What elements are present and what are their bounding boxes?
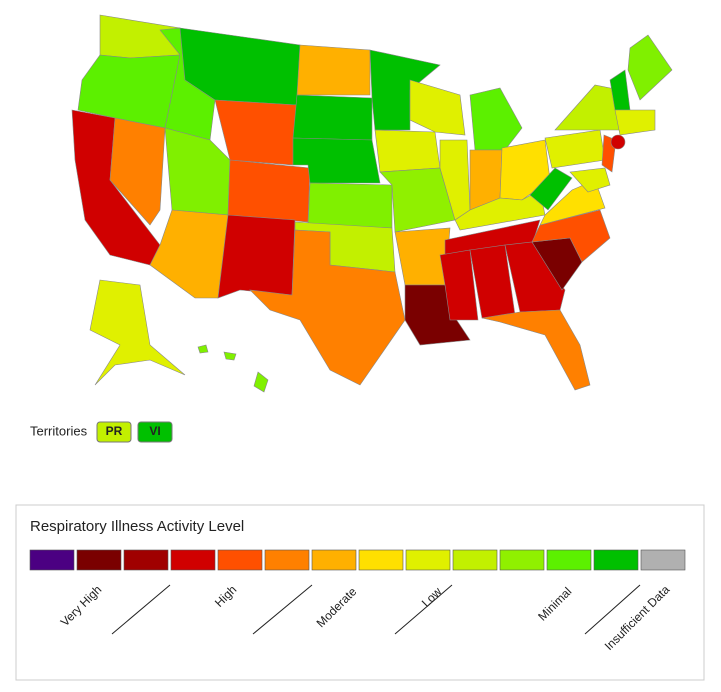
- legend-swatch: [452, 549, 498, 571]
- legend-swatch: [217, 549, 263, 571]
- state: [374, 129, 441, 173]
- territory-label: PR: [106, 424, 123, 438]
- legend-divider: [111, 584, 171, 635]
- territories-label: Territories: [30, 423, 88, 438]
- state: [109, 117, 166, 226]
- state: [249, 229, 406, 386]
- state: [569, 167, 611, 193]
- state: [531, 209, 611, 263]
- state: [469, 87, 523, 151]
- legend-divider: [584, 584, 641, 635]
- state: [439, 249, 479, 321]
- legend-swatch: [358, 549, 404, 571]
- legend-divider: [252, 584, 313, 635]
- state: [481, 309, 591, 391]
- state: [544, 129, 606, 169]
- state: [89, 279, 186, 386]
- legend-swatch: [593, 549, 639, 571]
- legend-divider: [394, 584, 453, 635]
- territory-label: VI: [149, 424, 160, 438]
- state: [379, 167, 456, 233]
- state: [197, 344, 209, 354]
- state: [369, 49, 441, 131]
- state: [217, 214, 296, 299]
- legend-swatch: [29, 549, 75, 571]
- territory-badge: [96, 421, 132, 443]
- state: [529, 167, 573, 211]
- legend-swatch: [76, 549, 122, 571]
- state: [614, 109, 656, 136]
- state: [149, 209, 229, 299]
- legend-swatch: [170, 549, 216, 571]
- state: [214, 99, 298, 166]
- legend-swatch: [405, 549, 451, 571]
- us-map: [71, 14, 673, 393]
- legend-swatch: [546, 549, 592, 571]
- legend-swatch: [499, 549, 545, 571]
- state: [253, 371, 269, 393]
- state: [296, 44, 371, 96]
- state: [223, 351, 237, 361]
- legend-swatch: [640, 549, 686, 571]
- state: [292, 94, 373, 141]
- legend-title: Respiratory Illness Activity Level: [30, 518, 244, 535]
- territory-badge: [137, 421, 173, 443]
- state: [227, 159, 311, 223]
- state: [307, 182, 393, 229]
- state: [504, 241, 566, 313]
- state: [164, 127, 231, 216]
- city: [610, 134, 626, 150]
- legend-swatch: [311, 549, 357, 571]
- legend-swatch: [123, 549, 169, 571]
- legend-swatch: [264, 549, 310, 571]
- legend-box: [15, 504, 705, 681]
- state: [409, 79, 466, 136]
- state: [627, 34, 673, 101]
